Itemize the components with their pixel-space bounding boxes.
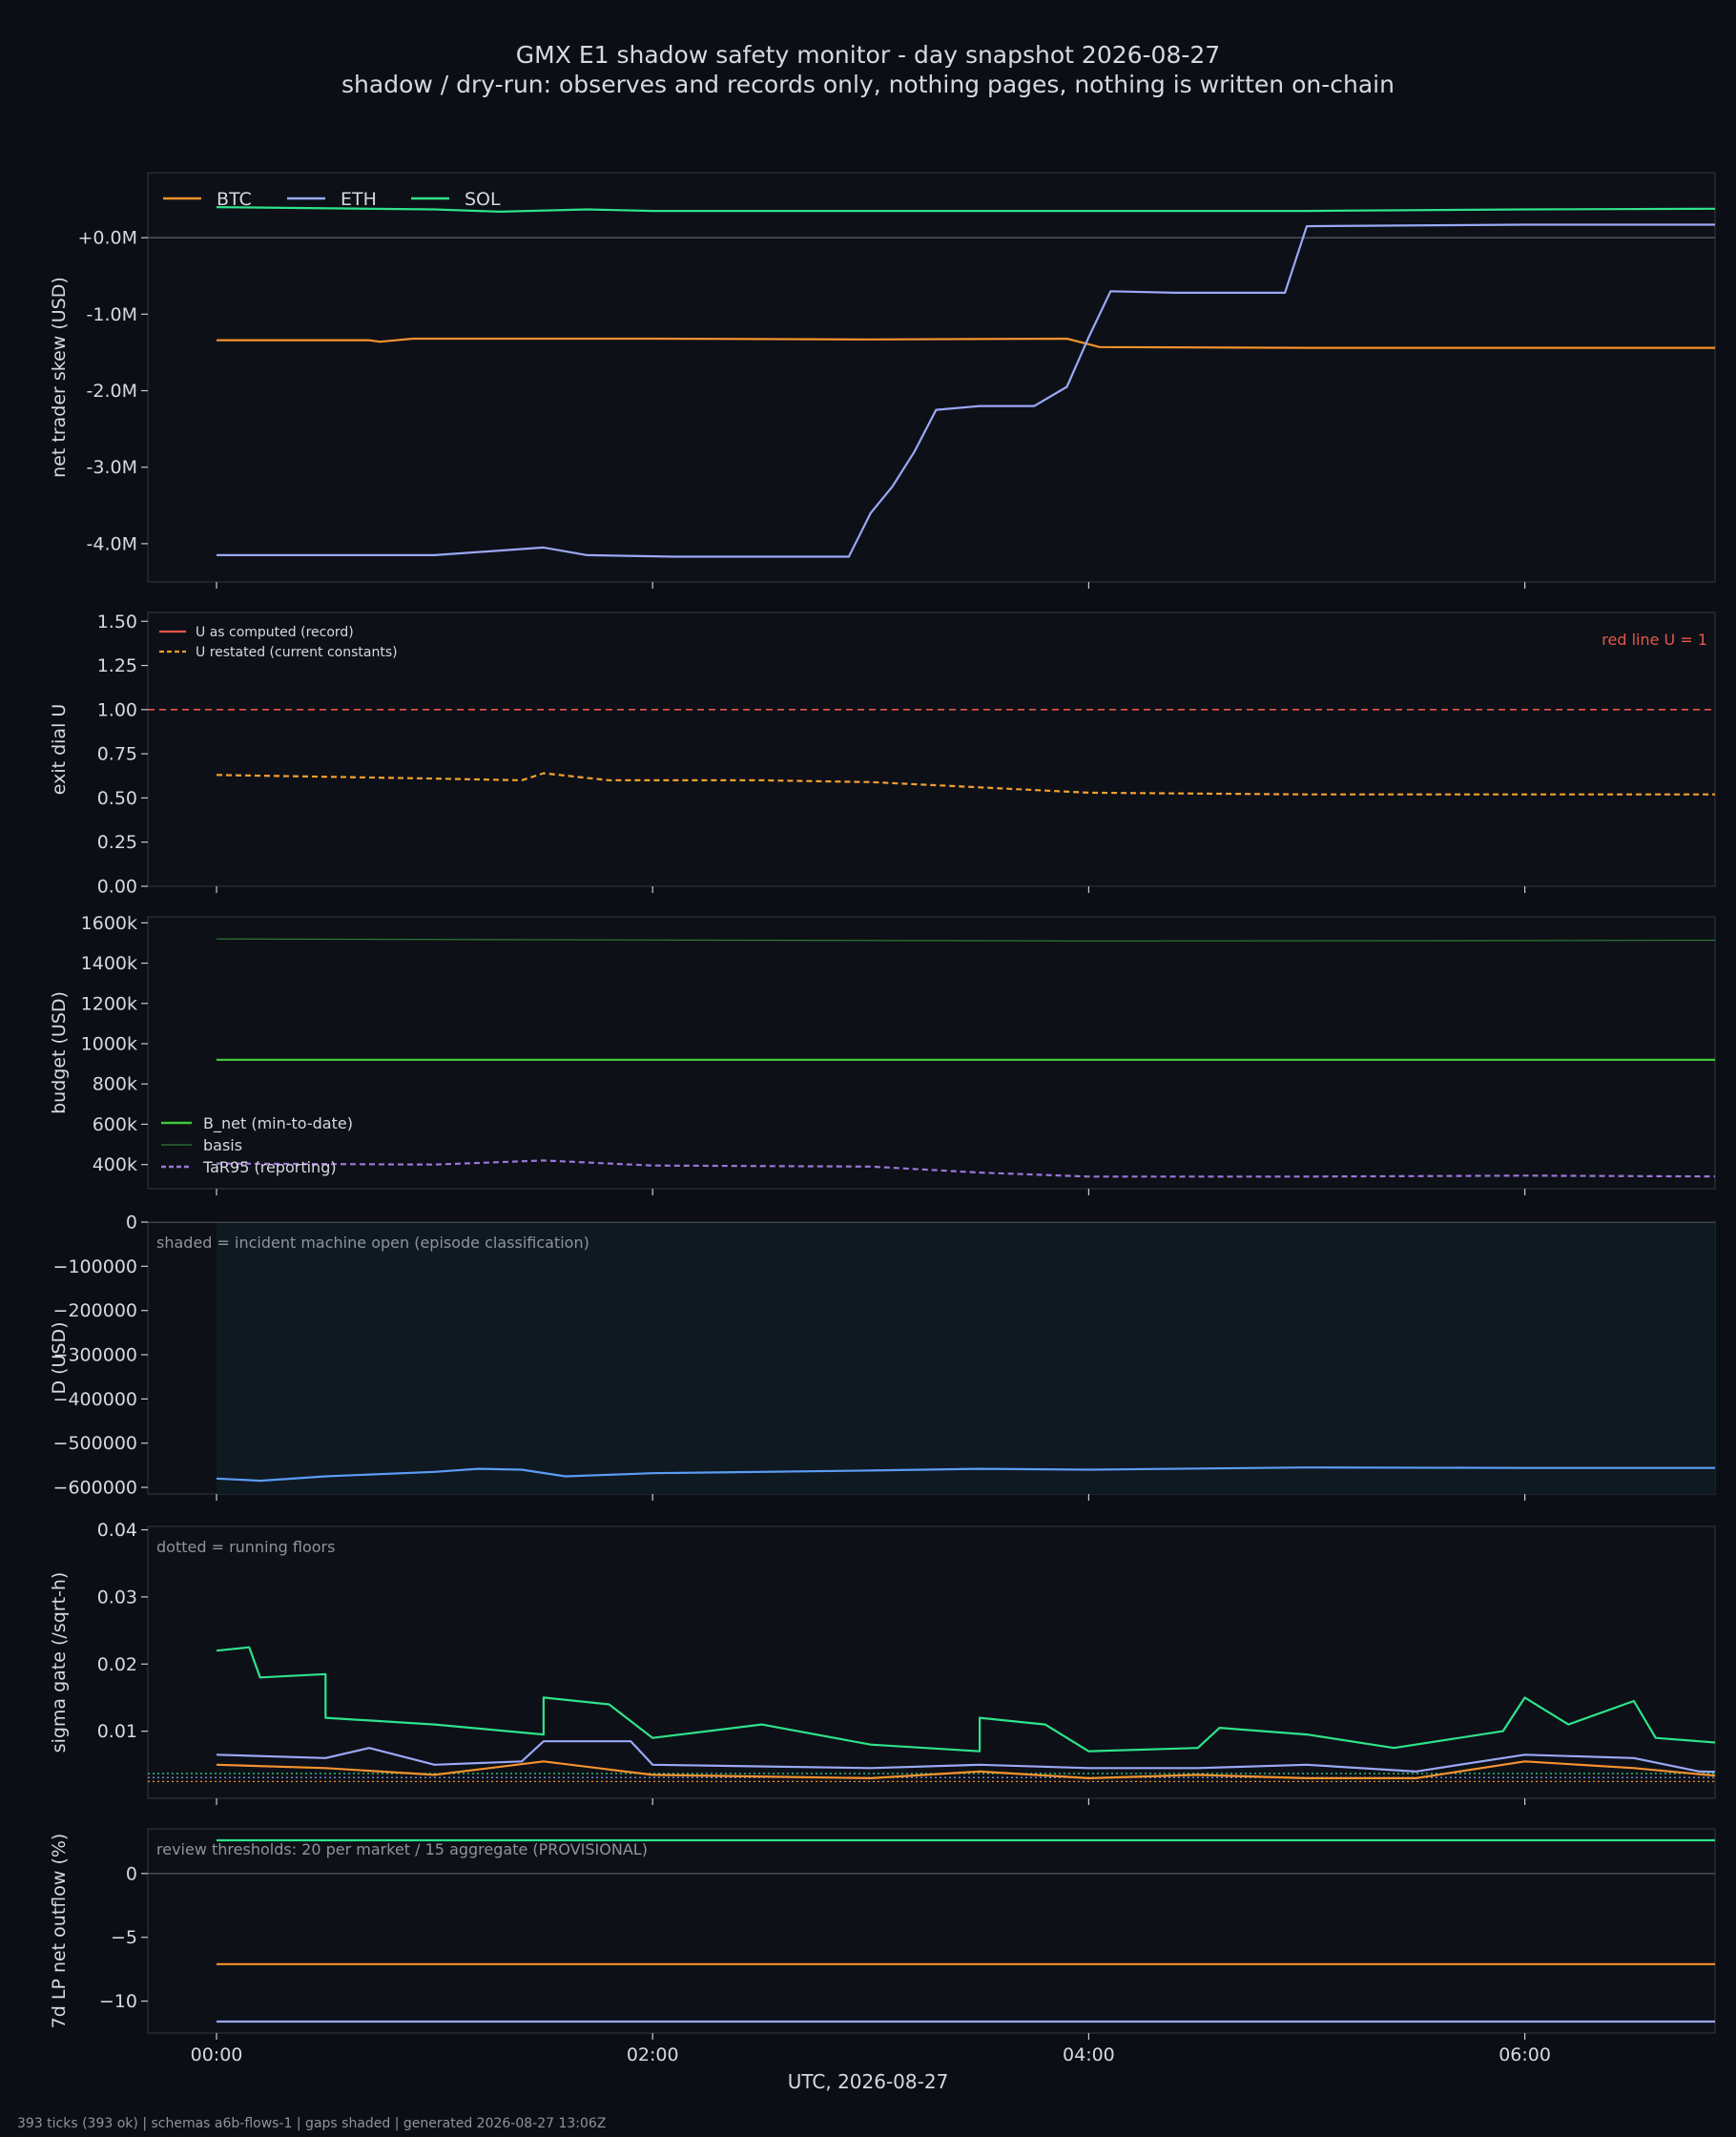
legend-dial: U as computed (record) U restated (curren… bbox=[159, 625, 398, 660]
legend-label: BTC bbox=[217, 189, 252, 210]
x-tick-label: 04:00 bbox=[1063, 2044, 1115, 2065]
x-tick-label: 06:00 bbox=[1498, 2044, 1551, 2065]
series-budget-1 bbox=[216, 938, 1715, 942]
panel-skew-frame bbox=[147, 172, 1716, 583]
y-tick-label: 0.00 bbox=[97, 877, 137, 898]
y-tick-label: −600000 bbox=[53, 1478, 137, 1499]
y-axis-label: sigma gate (/sqrt-h) bbox=[49, 1572, 70, 1753]
y-tick-label: -3.0M bbox=[87, 457, 137, 478]
y-tick-label: +0.0M bbox=[77, 228, 137, 249]
y-tick-label: −500000 bbox=[53, 1433, 137, 1454]
x-axis-label: UTC, 2026-08-27 bbox=[788, 2070, 949, 2093]
y-tick-label: 600k bbox=[93, 1114, 137, 1135]
legend-label: ETH bbox=[341, 189, 377, 210]
panel-d: 0 −100000 −200000 −300000 −400000 −500000 −600… bbox=[49, 1213, 1716, 1501]
legend-label: SOL bbox=[465, 189, 501, 210]
y-axis-label: exit dial U bbox=[49, 704, 70, 796]
y-tick-label: 1.25 bbox=[97, 655, 137, 676]
y-tick-label: 0 bbox=[126, 1213, 137, 1234]
y-axis-label: D (USD) bbox=[49, 1321, 70, 1394]
legend-label: TaR95 (reporting) bbox=[202, 1158, 337, 1176]
figure-title: GMX E1 shadow safety monitor - day snaps… bbox=[516, 41, 1220, 69]
y-tick-label: 1600k bbox=[81, 913, 137, 934]
y-tick-label: 0.25 bbox=[97, 832, 137, 853]
y-axis-label: budget (USD) bbox=[49, 991, 70, 1114]
panel-budget-frame bbox=[147, 916, 1716, 1190]
footer-status: 393 ticks (393 ok) | schemas a6b-flows-1… bbox=[17, 2116, 606, 2131]
y-tick-label: −10 bbox=[99, 1991, 137, 2012]
series-budget-2 bbox=[216, 1159, 1715, 1178]
y-tick-label: 1400k bbox=[81, 953, 137, 974]
y-tick-label: 1200k bbox=[81, 993, 137, 1014]
series-sigma-0 bbox=[216, 1646, 1715, 1753]
y-tick-label: 400k bbox=[93, 1154, 137, 1175]
panel-annotation: dotted = running floors bbox=[156, 1538, 335, 1556]
panel-outflow-plot bbox=[148, 1838, 1715, 2023]
y-tick-label: 1.00 bbox=[97, 699, 137, 720]
series-skew-0 bbox=[217, 337, 1715, 349]
y-tick-label: 0.02 bbox=[97, 1654, 137, 1675]
panel-sigma-plot bbox=[148, 1646, 1715, 1783]
legend-skew: BTC ETH SOL bbox=[163, 189, 501, 210]
panel-outflow-frame bbox=[147, 1828, 1716, 2034]
panel-annotation: shaded = incident machine open (episode … bbox=[156, 1234, 589, 1252]
legend-label: B_net (min-to-date) bbox=[203, 1114, 353, 1133]
panel-sigma-frame bbox=[147, 1525, 1716, 1799]
y-tick-label: 1000k bbox=[81, 1034, 137, 1055]
panel-skew-plot bbox=[148, 206, 1715, 558]
panel-budget-plot bbox=[216, 938, 1715, 1178]
chart-panels: +0.0M -1.0M -2.0M -3.0M -4.0M net trader skew… bbox=[49, 172, 1716, 2040]
red-line-label: red line U = 1 bbox=[1602, 631, 1707, 649]
panel-dial-plot bbox=[148, 709, 1715, 796]
legend-label: U restated (current constants) bbox=[196, 645, 398, 660]
legend-budget: B_net (min-to-date) basis TaR95 (reporting… bbox=[161, 1114, 353, 1176]
y-tick-label: 0.75 bbox=[97, 744, 137, 765]
y-tick-label: −400000 bbox=[53, 1389, 137, 1410]
series-d-0 bbox=[216, 1466, 1715, 1483]
y-tick-label: −100000 bbox=[53, 1256, 137, 1277]
y-tick-label: -2.0M bbox=[87, 381, 137, 402]
legend-label: U as computed (record) bbox=[196, 625, 354, 640]
y-tick-label: 800k bbox=[93, 1074, 137, 1095]
y-tick-label: -4.0M bbox=[87, 533, 137, 554]
panel-dial-frame bbox=[147, 612, 1716, 887]
y-tick-label: −200000 bbox=[53, 1300, 137, 1321]
y-tick-label: 0.04 bbox=[97, 1520, 137, 1541]
panel-sigma: 0.01 0.02 0.03 0.04 sigma gate (/sqrt-h) dott… bbox=[49, 1520, 1716, 1805]
panel-dial: red line U = 1 0.00 0.25 0.50 0.75 1.00 1.25 1.… bbox=[49, 612, 1716, 898]
panel-annotation: review thresholds: 20 per market / 15 ag… bbox=[156, 1840, 648, 1858]
y-tick-label: 0.50 bbox=[97, 788, 137, 809]
y-tick-label: 0.03 bbox=[97, 1587, 137, 1608]
y-tick-label: −300000 bbox=[53, 1345, 137, 1366]
y-tick-label: 0.01 bbox=[97, 1721, 137, 1742]
panel-budget: 400k 600k 800k 1000k 1200k 1400k 1600k budget (… bbox=[49, 913, 1716, 1195]
y-tick-label: -1.0M bbox=[87, 304, 137, 325]
y-tick-label: −5 bbox=[111, 1927, 137, 1948]
series-skew-2 bbox=[216, 206, 1715, 213]
panel-outflow: 0 −5 −10 7d LP net outflow (%) review thresh… bbox=[49, 1828, 1716, 2040]
series-skew-1 bbox=[217, 223, 1715, 558]
y-axis-label: net trader skew (USD) bbox=[49, 277, 70, 478]
y-tick-label: 0 bbox=[126, 1863, 137, 1884]
y-tick-label: 1.50 bbox=[97, 612, 137, 633]
series-sigma-1 bbox=[216, 1740, 1715, 1774]
figure-subtitle: shadow / dry-run: observes and records o… bbox=[341, 71, 1395, 98]
legend-label: basis bbox=[203, 1136, 242, 1154]
panel-d-plot bbox=[148, 1222, 1715, 1494]
panel-skew: +0.0M -1.0M -2.0M -3.0M -4.0M net trader skew… bbox=[49, 172, 1716, 589]
series-sigma-2 bbox=[216, 1760, 1715, 1779]
y-axis-label: 7d LP net outflow (%) bbox=[49, 1834, 70, 2029]
incident-shading bbox=[217, 1222, 1715, 1494]
x-tick-label: 00:00 bbox=[191, 2044, 243, 2065]
x-tick-label: 02:00 bbox=[627, 2044, 679, 2065]
